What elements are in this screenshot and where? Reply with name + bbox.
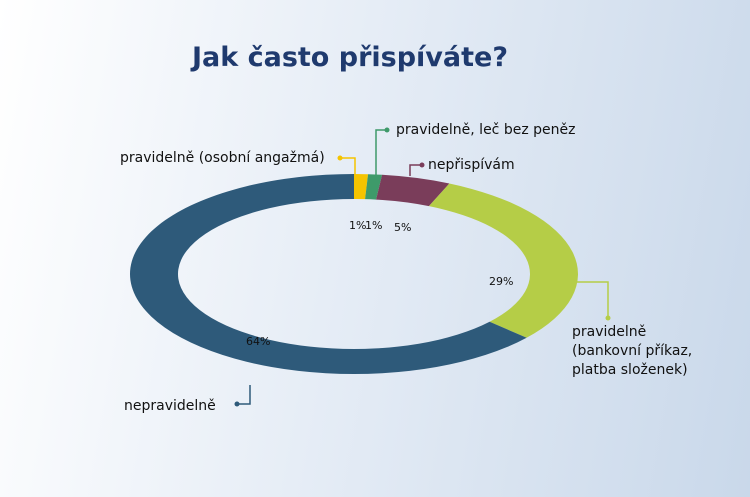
category-label-osobni: pravidelně (osobní angažmá) — [120, 150, 325, 166]
leader-neprispivam-dot — [419, 162, 425, 168]
data-label-bankovni: 29% — [489, 275, 514, 288]
chart-title: Jak často přispíváte? — [191, 42, 509, 73]
data-label-neprispivam: 5% — [394, 221, 412, 234]
leader-lines-group — [234, 127, 611, 407]
leader-bankovni-dot — [605, 315, 611, 321]
leader-osobni-dot — [337, 155, 343, 161]
category-label-nepravidelne: nepravidelně — [124, 398, 216, 414]
slice-neprispivam — [376, 174, 450, 207]
slice-bez-penez — [365, 174, 383, 200]
category-label-bez-penez: pravidelně, leč bez peněz — [396, 122, 576, 138]
leader-nepravidelne — [237, 385, 251, 405]
slice-osobni — [354, 174, 369, 200]
category-label-neprispivam: nepřispívám — [428, 157, 515, 173]
leader-bankovni — [577, 281, 609, 318]
category-label-line-3: platba složenek) — [572, 362, 688, 378]
slices-group — [130, 174, 578, 374]
leader-nepravidelne-dot — [234, 401, 240, 407]
slice-bankovni — [428, 183, 578, 338]
data-label-bez-penez: 1% — [365, 219, 383, 232]
leader-bez-penez — [375, 129, 387, 176]
slice-nepravidelne — [130, 174, 527, 374]
leader-bez-penez-dot — [384, 127, 390, 133]
category-label-line-2: (bankovní příkaz, — [572, 343, 693, 359]
category-label-bankovni: pravidelně (bankovní příkaz, platba slož… — [572, 323, 692, 380]
leader-osobni — [340, 157, 356, 176]
category-label-line-1: pravidelně — [572, 324, 647, 340]
data-label-nepravidelne: 64% — [246, 335, 271, 348]
leader-neprispivam — [409, 164, 422, 176]
data-label-osobni: 1% — [349, 219, 367, 232]
